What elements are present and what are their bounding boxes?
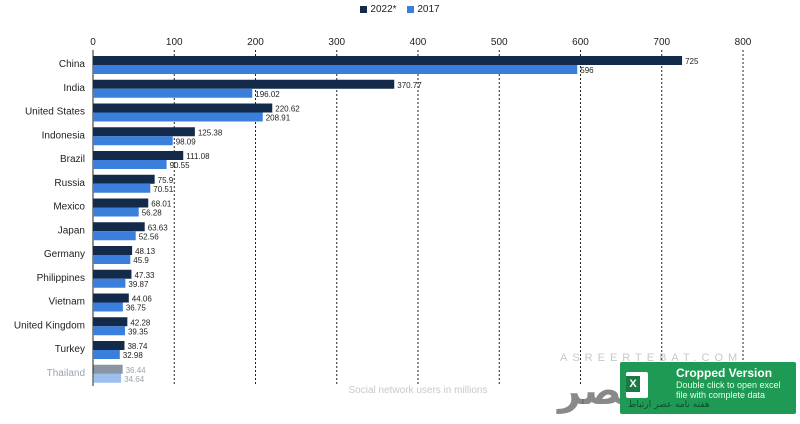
- watermark: ASREERTEBAT.COM عصر X Cropped Version Do…: [520, 340, 800, 424]
- data-label: 63.63: [148, 223, 169, 232]
- x-axis-title: Social network users in millions: [349, 385, 488, 396]
- bar-2022: [93, 293, 129, 303]
- bar-2017: [93, 88, 253, 98]
- data-label: 725: [685, 57, 699, 66]
- bar-2022: [93, 79, 395, 89]
- excel-icon: X: [626, 372, 648, 398]
- data-label: 42.28: [130, 318, 151, 327]
- x-tick-label: 400: [410, 37, 427, 48]
- data-label: 36.75: [126, 304, 147, 313]
- data-label: 47.33: [134, 271, 155, 280]
- data-label: 68.01: [151, 200, 172, 209]
- data-label: 75.9: [158, 176, 174, 185]
- data-label: 38.74: [127, 342, 148, 351]
- watermark-persian-text: هفته نامه عصر ارتباط: [628, 400, 710, 410]
- data-label: 52.56: [139, 232, 160, 241]
- cropped-version-title: Cropped Version: [676, 366, 773, 380]
- bar-2017: [93, 112, 263, 122]
- legend-label-2022: 2022*: [370, 4, 397, 15]
- data-label: 48.13: [135, 247, 156, 256]
- cropped-version-subtitle: Double click to open excel file with com…: [676, 380, 781, 400]
- data-label: 90.55: [170, 161, 191, 170]
- bar-2017: [93, 302, 123, 312]
- category-label: United States: [25, 107, 85, 118]
- category-label: India: [63, 83, 85, 94]
- x-tick-label: 300: [328, 37, 345, 48]
- legend-item-2017: 2017: [407, 4, 440, 15]
- x-tick-label: 0: [90, 37, 96, 48]
- data-label: 36.44: [126, 366, 147, 375]
- bar-2022: [93, 56, 683, 65]
- x-tick-label: 700: [653, 37, 670, 48]
- legend: 2022* 2017: [0, 4, 800, 16]
- x-tick-label: 200: [247, 37, 264, 48]
- category-label: Indonesia: [42, 130, 86, 141]
- x-tick-label: 100: [166, 37, 183, 48]
- bar-2022: [93, 364, 123, 374]
- x-tick-label: 800: [735, 37, 752, 48]
- bar-2022: [93, 103, 273, 113]
- legend-label-2017: 2017: [417, 4, 440, 15]
- data-label: 39.87: [128, 280, 149, 289]
- data-label: 208.91: [266, 114, 291, 123]
- data-label: 98.09: [176, 137, 197, 146]
- bar-2017: [93, 350, 120, 359]
- bar-2022: [93, 222, 145, 232]
- data-label: 45.9: [133, 256, 149, 265]
- excel-icon-letter: X: [626, 376, 640, 392]
- category-label: Thailand: [47, 368, 85, 379]
- data-label: 39.35: [128, 327, 149, 336]
- category-label: Germany: [44, 249, 85, 260]
- bar-2017: [93, 278, 126, 288]
- data-label: 44.06: [132, 295, 153, 304]
- legend-item-2022: 2022*: [360, 4, 397, 15]
- legend-swatch-2017: [407, 6, 415, 13]
- bar-2017: [93, 255, 131, 264]
- bar-2017: [93, 65, 578, 74]
- bar-2022: [93, 127, 195, 137]
- bar-2017: [93, 373, 122, 383]
- data-label: 596: [580, 66, 594, 75]
- data-label: 125.38: [198, 128, 223, 137]
- category-label: Philippines: [37, 273, 85, 284]
- bar-2022: [93, 151, 184, 160]
- data-label: 111.08: [186, 152, 210, 161]
- category-label: United Kingdom: [14, 320, 85, 331]
- bar-2017: [93, 326, 125, 336]
- data-label: 56.28: [142, 209, 163, 218]
- bar-2017: [93, 207, 139, 217]
- bar-2022: [93, 341, 125, 350]
- category-label: Vietnam: [48, 297, 85, 308]
- bar-2022: [93, 198, 149, 208]
- watermark-site-text: ASREERTEBAT.COM: [560, 352, 743, 364]
- x-tick-label: 600: [572, 37, 589, 48]
- legend-swatch-2022: [360, 6, 368, 13]
- cropped-version-badge[interactable]: X Cropped Version Double click to open e…: [620, 362, 796, 414]
- bar-2017: [93, 183, 151, 193]
- x-tick-label: 500: [491, 37, 508, 48]
- bar-2017: [93, 231, 136, 241]
- category-label: Mexico: [53, 202, 85, 213]
- bar-2022: [93, 317, 128, 327]
- category-label: Japan: [58, 225, 85, 236]
- category-label: Russia: [54, 178, 85, 189]
- data-label: 70.51: [153, 185, 174, 194]
- category-label: China: [59, 59, 86, 70]
- category-label: Turkey: [55, 344, 85, 355]
- bar-2017: [93, 160, 167, 169]
- data-label: 32.98: [123, 351, 144, 360]
- bar-2022: [93, 246, 133, 255]
- data-label: 196.02: [255, 90, 280, 99]
- category-label: Brazil: [60, 154, 85, 165]
- data-label: 34.64: [124, 375, 145, 384]
- data-label: 370.77: [397, 81, 422, 90]
- data-label: 220.62: [275, 105, 300, 114]
- bar-2017: [93, 136, 173, 146]
- bar-2022: [93, 269, 132, 279]
- bar-2022: [93, 174, 155, 184]
